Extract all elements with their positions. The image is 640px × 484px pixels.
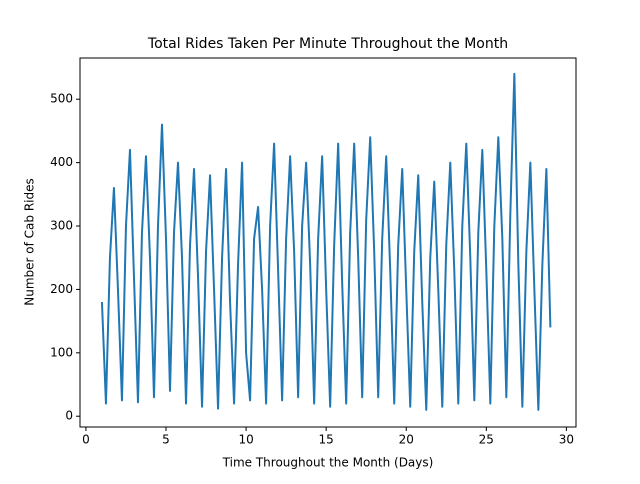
x-tick-label: 0	[82, 433, 90, 447]
x-tick-label: 15	[319, 433, 334, 447]
y-axis-label: Number of Cab Rides	[23, 178, 37, 306]
y-tick-label: 0	[65, 409, 73, 423]
x-tick-label: 10	[238, 433, 253, 447]
x-tick-label: 5	[162, 433, 170, 447]
y-tick-label: 500	[50, 92, 73, 106]
y-tick-label: 400	[50, 155, 73, 169]
y-tick-label: 100	[50, 345, 73, 359]
plot-frame	[79, 57, 577, 428]
y-tick-label: 300	[50, 219, 73, 233]
x-tick-label: 30	[559, 433, 574, 447]
data-line	[100, 72, 552, 411]
chart-title: Total Rides Taken Per Minute Throughout …	[147, 36, 508, 52]
x-tick-label: 25	[479, 433, 494, 447]
x-axis-label: Time Throughout the Month (Days)	[222, 456, 434, 470]
y-tick-label: 200	[50, 282, 73, 296]
x-tick-label: 20	[399, 433, 414, 447]
